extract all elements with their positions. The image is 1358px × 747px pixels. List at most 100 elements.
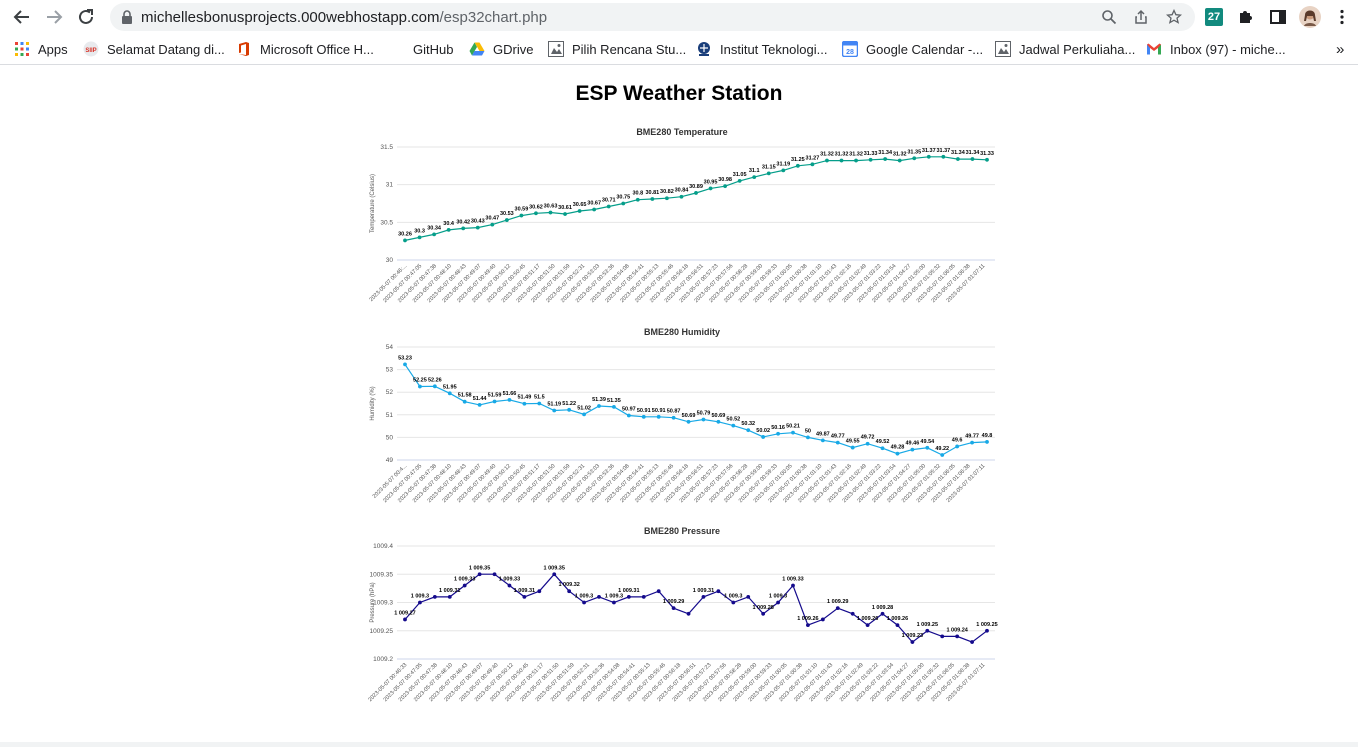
data-point xyxy=(612,404,616,409)
data-label: 49.72 xyxy=(861,435,875,441)
data-label: 50.52 xyxy=(726,417,740,423)
data-point xyxy=(432,232,436,237)
bookmarks-bar: Apps SIIP Selamat Datang di... Microsoft… xyxy=(0,34,1358,65)
bookmark-institut-teknologi[interactable]: Institut Teknologi... xyxy=(696,40,827,58)
data-point xyxy=(567,589,572,594)
data-point xyxy=(791,583,795,588)
bookmark-jadwal-perkuliahan[interactable]: Jadwal Perkuliaha... xyxy=(995,40,1135,58)
data-point xyxy=(519,213,524,218)
bookmark-label: Microsoft Office H... xyxy=(260,41,374,57)
svg-text:28: 28 xyxy=(846,49,854,56)
data-label: 50.16 xyxy=(771,425,785,431)
bookmark-apps[interactable]: Apps xyxy=(14,40,68,58)
temperature-chart: BME280 Temperature Temperature (Celsius) 3… xyxy=(369,127,995,304)
extension-27[interactable]: 27 xyxy=(1203,6,1225,28)
data-label: 1 009.33 xyxy=(499,577,520,583)
data-point xyxy=(868,157,873,162)
data-label: 31.32 xyxy=(820,152,834,158)
url-host: michellesbonusprojects.000webhostapp.com xyxy=(141,9,440,26)
bookmark-label: Google Calendar -... xyxy=(866,41,984,57)
series-line xyxy=(404,364,988,456)
data-point xyxy=(582,600,586,605)
y-axis-label: Humidity (%) xyxy=(370,386,376,420)
data-point xyxy=(781,168,786,173)
data-point xyxy=(985,157,989,162)
reload-button[interactable] xyxy=(74,5,98,29)
y-tick-label: 30 xyxy=(386,257,394,264)
itb-icon xyxy=(698,42,710,56)
data-point xyxy=(577,209,582,213)
chrome-menu-button[interactable] xyxy=(1331,6,1353,28)
data-label: 1 009.28 xyxy=(752,605,773,611)
page-title: ESP Weather Station xyxy=(575,82,783,105)
zoom-search-icon[interactable] xyxy=(1101,9,1117,25)
data-point xyxy=(970,157,975,161)
site-icon xyxy=(995,41,1011,57)
data-label: 1 009.25 xyxy=(917,622,938,628)
data-point xyxy=(492,399,497,404)
y-tick-label: 30.5 xyxy=(380,219,393,226)
bookmark-star-icon[interactable] xyxy=(1166,9,1182,25)
data-label: 31.33 xyxy=(864,151,878,157)
data-label: 31.37 xyxy=(922,148,936,154)
data-point xyxy=(883,157,888,161)
forward-button[interactable] xyxy=(42,5,66,29)
data-point xyxy=(621,201,626,206)
data-point xyxy=(447,594,452,599)
share-icon[interactable] xyxy=(1133,9,1149,25)
bookmark-selamat-datang[interactable]: SIIP Selamat Datang di... xyxy=(83,40,225,58)
bookmark-github[interactable]: GitHub xyxy=(413,40,453,58)
bookmark-label: Institut Teknologi... xyxy=(720,41,828,57)
data-point xyxy=(955,634,960,639)
data-point xyxy=(850,445,855,450)
data-label: 49.55 xyxy=(846,439,860,445)
data-point xyxy=(761,611,766,616)
profile-button[interactable] xyxy=(1299,6,1321,28)
data-point xyxy=(776,431,780,436)
address-bar[interactable]: michellesbonusprojects.000webhostapp.com… xyxy=(110,3,1195,31)
bookmark-google-calendar[interactable]: 28 Google Calendar -... xyxy=(842,40,983,58)
back-button[interactable] xyxy=(10,5,34,29)
data-point xyxy=(563,212,567,216)
data-label: 49.22 xyxy=(935,446,949,452)
data-label: 49.87 xyxy=(816,431,830,437)
bookmarks-overflow-button[interactable]: » xyxy=(1336,40,1344,58)
data-label: 51.95 xyxy=(443,384,457,390)
data-point xyxy=(432,594,437,599)
data-label: 31.37 xyxy=(936,148,950,154)
data-point xyxy=(461,226,466,231)
bookmark-gdrive[interactable]: GDrive xyxy=(469,40,533,58)
data-point xyxy=(597,404,601,408)
data-point xyxy=(403,238,407,243)
extensions-button[interactable] xyxy=(1235,6,1257,28)
data-label: 50.32 xyxy=(741,421,755,427)
data-label: 51.02 xyxy=(577,405,591,411)
data-point xyxy=(507,397,512,402)
data-label: 31.19 xyxy=(776,161,790,167)
data-label: 30.61 xyxy=(558,205,572,211)
data-label: 1 009.25 xyxy=(976,622,997,628)
data-label: 53.23 xyxy=(398,355,412,361)
chevron-double-right-icon: » xyxy=(1336,40,1345,58)
bookmark-label: GDrive xyxy=(493,41,534,57)
data-point xyxy=(810,162,815,167)
bookmark-inbox[interactable]: Inbox (97) - miche... xyxy=(1146,40,1286,58)
side-panel-button[interactable] xyxy=(1267,6,1289,28)
data-label: 1 009.33 xyxy=(782,577,803,583)
data-label: 30.3 xyxy=(414,228,425,234)
data-label: 50.69 xyxy=(682,413,696,419)
data-label: 30.89 xyxy=(689,184,703,190)
data-point xyxy=(641,414,646,419)
y-tick-label: 1009.25 xyxy=(370,628,394,635)
bookmark-pilih-rencana[interactable]: Pilih Rencana Stu... xyxy=(548,40,686,58)
bookmark-microsoft-office[interactable]: Microsoft Office H... xyxy=(236,40,374,58)
data-point xyxy=(776,600,780,605)
data-label: 1 009.35 xyxy=(544,565,565,571)
lock-icon[interactable] xyxy=(119,9,135,25)
data-point xyxy=(820,617,825,622)
data-point xyxy=(865,623,870,627)
data-point xyxy=(835,606,840,611)
data-label: 31.05 xyxy=(733,172,747,178)
data-point xyxy=(731,600,736,605)
data-point xyxy=(606,204,611,209)
